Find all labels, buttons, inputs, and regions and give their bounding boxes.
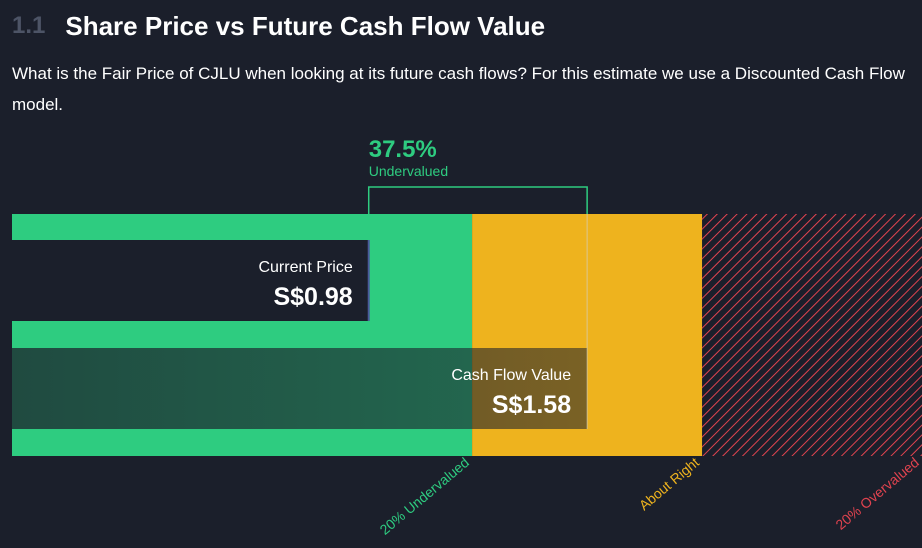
zone-label-overvalued: 20% Overvalued xyxy=(832,454,922,533)
discount-percent: 37.5% xyxy=(369,136,437,163)
section-header: 1.1 Share Price vs Future Cash Flow Valu… xyxy=(12,8,545,44)
discount-bracket xyxy=(367,186,588,240)
zone-label-undervalued: 20% Undervalued xyxy=(376,454,472,538)
page-title: Share Price vs Future Cash Flow Value xyxy=(65,10,546,41)
zone-overvalued xyxy=(702,214,922,456)
cash-flow-value-bar xyxy=(12,348,588,429)
section-description: What is the Fair Price of CJLU when look… xyxy=(12,64,905,114)
current-price-bar xyxy=(12,240,369,321)
current-price-value: S$0.98 xyxy=(273,283,352,311)
section-number: 1.1 xyxy=(12,12,46,39)
discount-status: Undervalued xyxy=(369,163,448,179)
cash-flow-value-amount: S$1.58 xyxy=(492,391,571,419)
current-price-label: Current Price xyxy=(258,259,352,276)
zone-label-about-right: About Right xyxy=(636,454,702,513)
cash-flow-value-label: Cash Flow Value xyxy=(451,367,571,384)
